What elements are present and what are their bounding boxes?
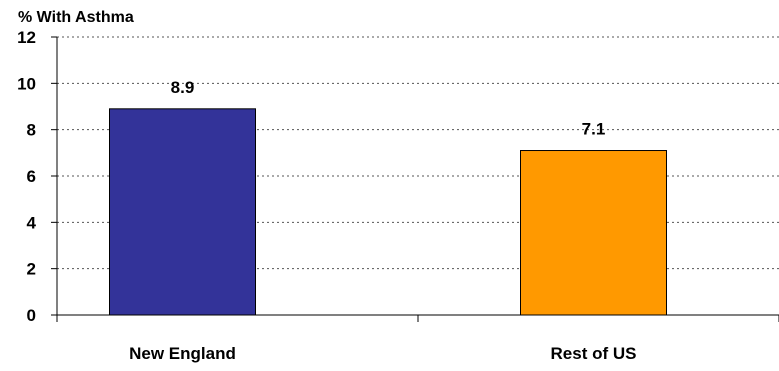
bar [520,150,667,316]
data-label: 7.1 [582,120,606,139]
bars [109,108,667,316]
labels: 8.9 New England 7.1 Rest of US 0 2 4 6 8 10 12 [17,28,636,363]
y-tick-label: 2 [27,260,36,279]
data-label: 8.9 [171,78,195,97]
x-tick-label: New England [129,344,236,363]
axes [51,36,779,322]
y-tick-label: 12 [17,28,36,47]
y-tick-label: 10 [17,74,36,93]
y-axis-label: % With Asthma [18,9,134,26]
y-tick-label: 6 [27,167,36,186]
y-tick-label: 4 [27,213,37,232]
y-tick-label: 0 [27,306,36,325]
x-tick-label: Rest of US [551,344,637,363]
y-tick-label: 8 [27,121,36,140]
bar [109,108,256,316]
